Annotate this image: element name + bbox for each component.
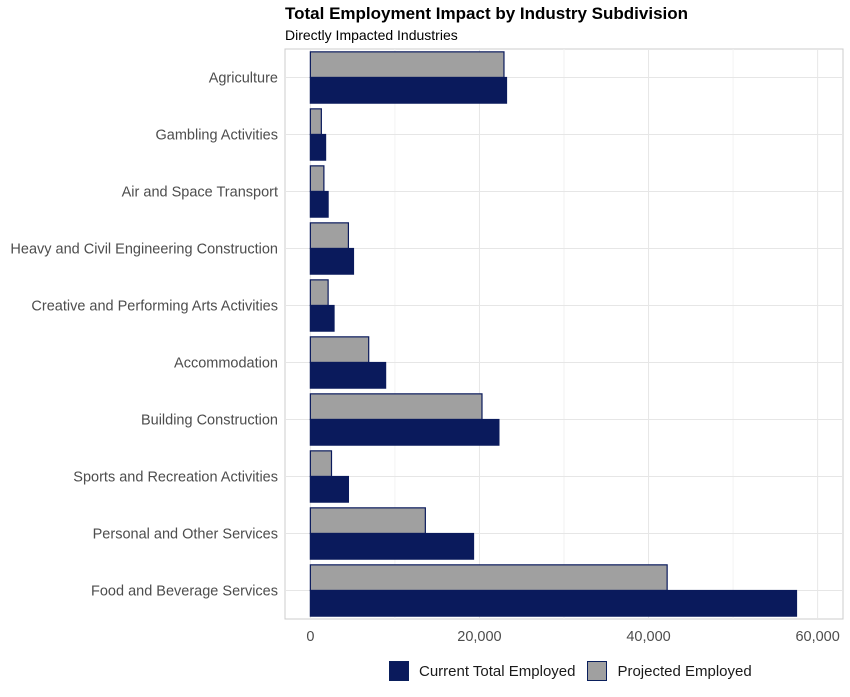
bar-current — [309, 532, 475, 560]
y-tick-label: Sports and Recreation Activities — [73, 470, 278, 486]
bar-current — [309, 133, 327, 161]
x-tick-label: 0 — [306, 629, 314, 645]
legend-swatch-current — [389, 661, 409, 681]
legend: Current Total Employed Projected Employe… — [389, 661, 764, 681]
x-tick-label: 20,000 — [457, 629, 501, 645]
bar-current — [309, 304, 335, 332]
y-tick-label: Air and Space Transport — [122, 185, 278, 201]
chart-title: Total Employment Impact by Industry Subd… — [285, 4, 689, 23]
y-tick-label: Heavy and Civil Engineering Construction — [10, 242, 278, 258]
bar-current — [309, 418, 500, 446]
y-tick-label: Building Construction — [141, 413, 278, 429]
bar-current — [309, 361, 387, 389]
chart-subtitle: Directly Impacted Industries — [285, 27, 458, 43]
bar-projected — [309, 165, 325, 193]
y-tick-label: Accommodation — [174, 356, 278, 372]
bar-projected — [309, 279, 329, 307]
bar-projected — [309, 450, 333, 478]
legend-item-current: Current Total Employed — [389, 661, 575, 681]
y-tick-label: Agriculture — [209, 71, 278, 87]
y-tick-label: Creative and Performing Arts Activities — [31, 299, 278, 315]
bar-current — [309, 247, 355, 275]
y-tick-label: Gambling Activities — [156, 128, 279, 144]
x-tick-label: 40,000 — [626, 629, 670, 645]
bar-current — [309, 589, 798, 617]
bar-projected — [309, 507, 426, 535]
x-tick-label: 60,000 — [795, 629, 839, 645]
legend-label-projected: Projected Employed — [617, 662, 752, 680]
legend-swatch-projected — [587, 661, 608, 681]
bar-projected — [309, 51, 505, 79]
bar-current — [309, 475, 350, 503]
bar-projected — [309, 564, 668, 592]
bar-projected — [309, 393, 483, 421]
y-tick-label: Food and Beverage Services — [91, 584, 278, 600]
legend-label-current: Current Total Employed — [419, 662, 576, 680]
y-tick-label: Personal and Other Services — [93, 527, 278, 543]
bar-projected — [309, 222, 350, 250]
legend-item-projected: Projected Employed — [587, 661, 752, 681]
bar-current — [309, 190, 329, 218]
bar-projected — [309, 336, 370, 364]
bar-projected — [309, 108, 322, 136]
bar-current — [309, 76, 508, 104]
